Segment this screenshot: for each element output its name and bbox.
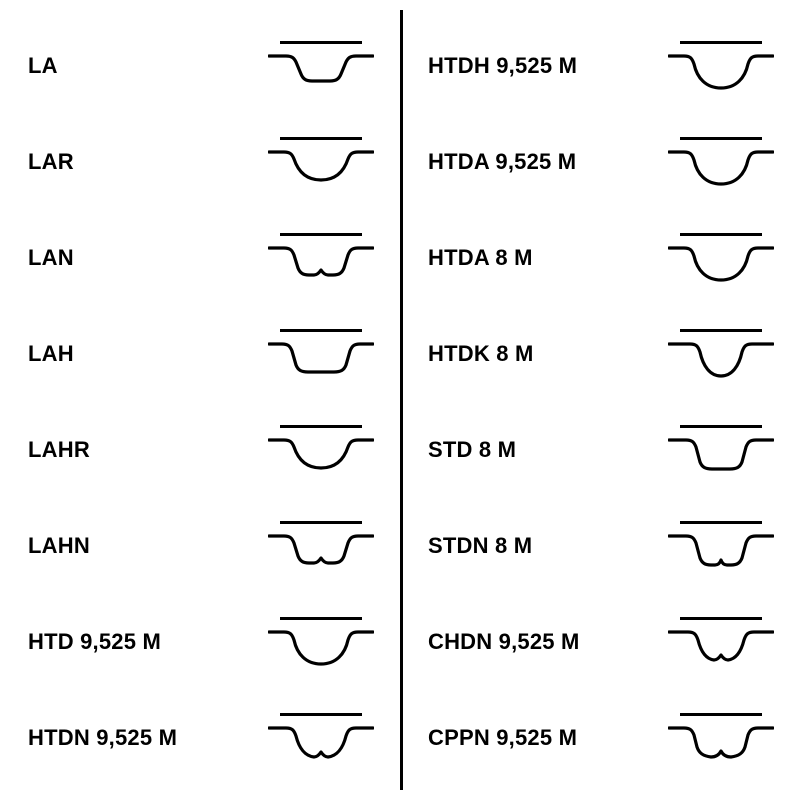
- profile-row: LA: [0, 18, 400, 114]
- profile-label: HTD 9,525 M: [28, 629, 161, 655]
- tooth-profile-icon: [268, 434, 374, 476]
- belt-back-line: [680, 41, 762, 44]
- profile-label: LA: [28, 53, 58, 79]
- tooth-profile-icon: [668, 338, 774, 380]
- tooth-profile-icon: [668, 242, 774, 284]
- profile-label: HTDN 9,525 M: [28, 725, 177, 751]
- belt-back-line: [680, 137, 762, 140]
- profile-row: HTDN 9,525 M: [0, 690, 400, 786]
- belt-back-line: [680, 233, 762, 236]
- tooth-profile-icon: [268, 722, 374, 764]
- tooth-profile-icon: [268, 626, 374, 668]
- profile-row: LAH: [0, 306, 400, 402]
- profile-icon: [666, 137, 776, 188]
- profile-label: HTDA 9,525 M: [428, 149, 576, 175]
- tooth-profile-icon: [268, 242, 374, 284]
- profile-row: HTD 9,525 M: [0, 594, 400, 690]
- profile-row: LAR: [0, 114, 400, 210]
- profile-icon: [266, 425, 376, 476]
- profile-label: STDN 8 M: [428, 533, 532, 559]
- profile-icon: [666, 521, 776, 572]
- profile-label: LAR: [28, 149, 74, 175]
- profile-icon: [266, 41, 376, 92]
- profile-label: CPPN 9,525 M: [428, 725, 577, 751]
- tooth-profile-icon: [668, 626, 774, 668]
- profile-row: HTDK 8 M: [400, 306, 800, 402]
- profile-row: HTDA 8 M: [400, 210, 800, 306]
- tooth-profile-icon: [668, 722, 774, 764]
- right-column: HTDH 9,525 M HTDA 9,525 M HTDA 8 M HTDK 8 M…: [400, 18, 800, 786]
- belt-back-line: [280, 617, 362, 620]
- tooth-profile-icon: [268, 530, 374, 572]
- profile-chart: LA LAR LAN LAH LAHR LAHN HTD 9,525 M HTDN 9,525…: [0, 0, 800, 800]
- profile-label: HTDK 8 M: [428, 341, 534, 367]
- profile-icon: [666, 329, 776, 380]
- belt-back-line: [680, 713, 762, 716]
- profile-label: CHDN 9,525 M: [428, 629, 580, 655]
- profile-row: STD 8 M: [400, 402, 800, 498]
- profile-label: STD 8 M: [428, 437, 516, 463]
- profile-row: CHDN 9,525 M: [400, 594, 800, 690]
- tooth-profile-icon: [668, 434, 774, 476]
- tooth-profile-icon: [268, 50, 374, 92]
- tooth-profile-icon: [668, 146, 774, 188]
- tooth-profile-icon: [268, 146, 374, 188]
- profile-icon: [266, 713, 376, 764]
- belt-back-line: [280, 233, 362, 236]
- profile-label: LAHN: [28, 533, 90, 559]
- belt-back-line: [280, 521, 362, 524]
- belt-back-line: [280, 137, 362, 140]
- profile-row: LAHR: [0, 402, 400, 498]
- profile-label: LAH: [28, 341, 74, 367]
- profile-icon: [666, 425, 776, 476]
- profile-icon: [266, 617, 376, 668]
- profile-icon: [666, 233, 776, 284]
- belt-back-line: [280, 329, 362, 332]
- belt-back-line: [680, 617, 762, 620]
- profile-icon: [666, 41, 776, 92]
- profile-label: LAN: [28, 245, 74, 271]
- tooth-profile-icon: [668, 530, 774, 572]
- belt-back-line: [680, 329, 762, 332]
- profile-row: LAHN: [0, 498, 400, 594]
- belt-back-line: [680, 521, 762, 524]
- profile-label: HTDH 9,525 M: [428, 53, 577, 79]
- left-column: LA LAR LAN LAH LAHR LAHN HTD 9,525 M HTDN 9,525…: [0, 18, 400, 786]
- profile-icon: [266, 137, 376, 188]
- profile-row: HTDA 9,525 M: [400, 114, 800, 210]
- belt-back-line: [280, 713, 362, 716]
- profile-icon: [266, 521, 376, 572]
- profile-row: HTDH 9,525 M: [400, 18, 800, 114]
- profile-icon: [666, 713, 776, 764]
- profile-icon: [666, 617, 776, 668]
- tooth-profile-icon: [268, 338, 374, 380]
- belt-back-line: [280, 41, 362, 44]
- profile-label: LAHR: [28, 437, 90, 463]
- profile-row: LAN: [0, 210, 400, 306]
- profile-row: CPPN 9,525 M: [400, 690, 800, 786]
- belt-back-line: [680, 425, 762, 428]
- tooth-profile-icon: [668, 50, 774, 92]
- profile-icon: [266, 329, 376, 380]
- belt-back-line: [280, 425, 362, 428]
- profile-icon: [266, 233, 376, 284]
- profile-row: STDN 8 M: [400, 498, 800, 594]
- profile-label: HTDA 8 M: [428, 245, 533, 271]
